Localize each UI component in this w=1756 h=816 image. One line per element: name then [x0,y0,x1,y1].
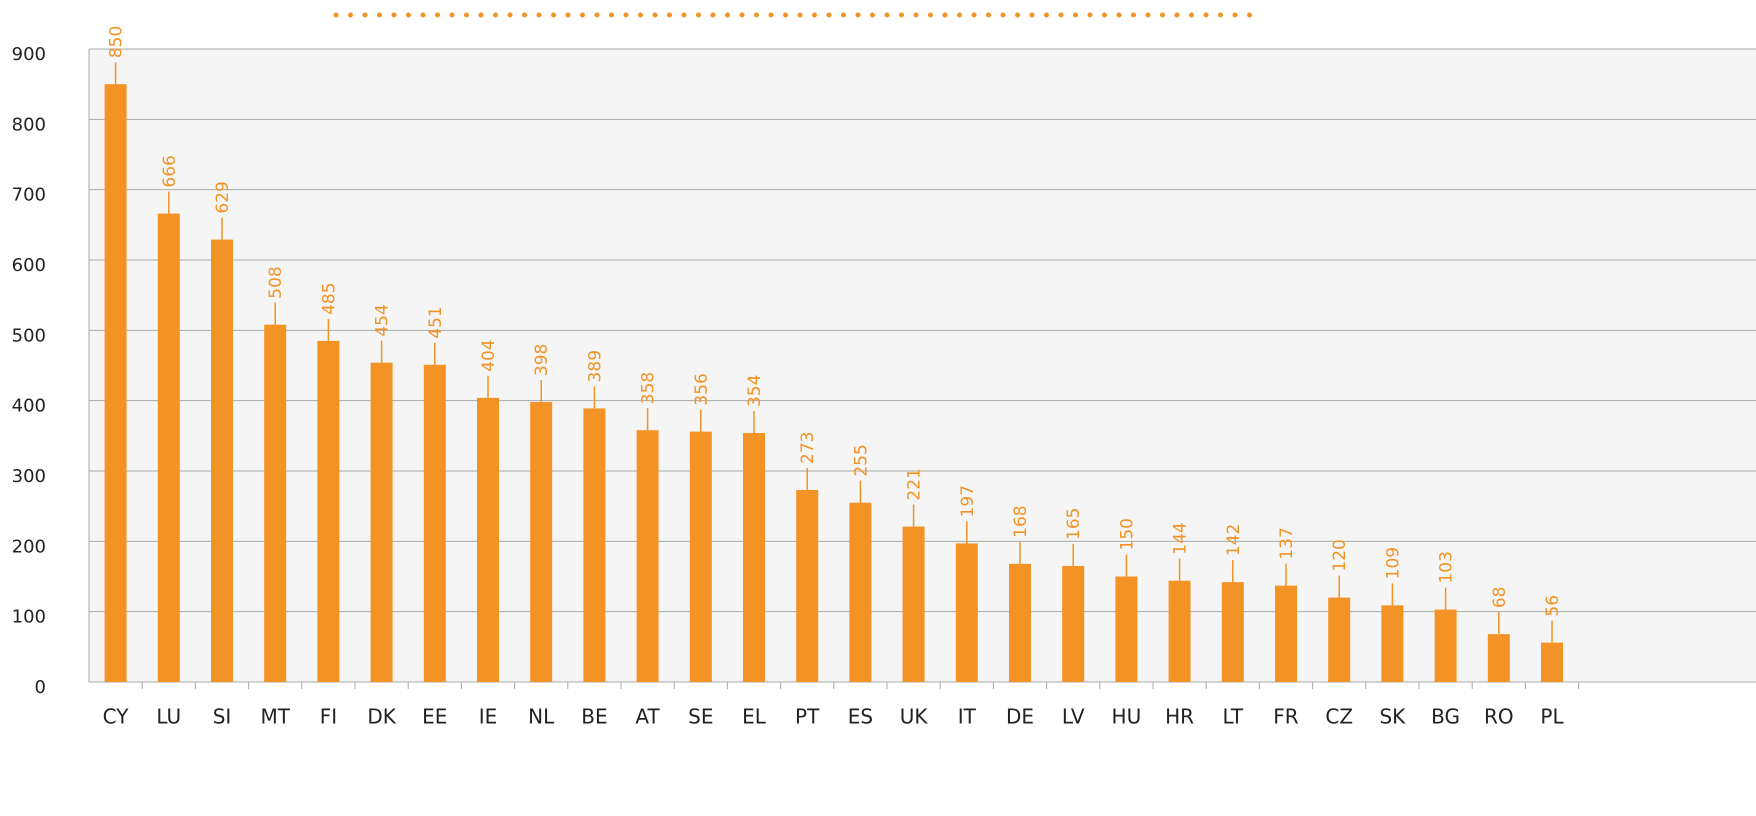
value-label: 221 [905,468,925,500]
bar [530,402,553,682]
value-label: 356 [692,373,712,405]
x-tick-label: LT [1222,705,1243,729]
x-tick-label: SE [688,705,713,729]
value-label: 850 [107,26,127,58]
value-label: 358 [639,372,659,404]
x-tick-label: NL [528,705,555,729]
x-tick-label: SI [213,705,232,729]
bar [1328,597,1351,682]
x-tick-label: PL [1540,705,1564,729]
bar [1221,582,1244,682]
value-label: 120 [1330,539,1350,571]
bar [211,239,233,682]
bar [317,340,340,682]
value-label: 629 [213,181,233,213]
x-tick-label: SK [1379,705,1406,729]
bar [423,364,446,682]
x-tick-label: ES [848,705,873,729]
x-tick-label: LV [1062,705,1085,729]
x-tick-label: FI [320,705,337,729]
bar [743,433,765,682]
value-label: 137 [1277,527,1297,559]
bar [849,502,872,682]
y-tick-label: 800 [12,114,46,135]
y-tick-label: 700 [12,185,46,206]
bar [955,543,978,682]
bar [264,324,287,682]
bar [157,213,180,682]
value-label: 666 [160,155,180,187]
x-tick-label: IE [479,705,498,729]
value-label: 56 [1543,595,1563,617]
value-label: 68 [1490,587,1510,609]
bar [902,526,925,682]
bar [689,431,712,682]
value-label: 103 [1437,551,1457,583]
value-label: 451 [426,306,446,338]
y-tick-label: 500 [12,325,46,346]
y-tick-label: 900 [12,44,46,65]
x-tick-label: DK [367,705,396,729]
value-label: 454 [373,304,393,336]
value-label: 354 [745,375,765,407]
y-tick-label: 200 [12,536,46,557]
value-label: 485 [319,282,339,314]
x-tick-label: MT [260,705,290,729]
value-label: 144 [1171,522,1191,554]
x-tick-label: HR [1165,705,1194,729]
bar [370,362,393,682]
x-tick-label: CZ [1325,705,1353,729]
x-tick-label: EL [742,705,767,729]
bar [583,408,606,682]
y-tick-label: 300 [12,466,46,487]
bar [1275,585,1297,682]
x-tick-label: PT [795,705,820,729]
value-label: 109 [1383,547,1403,579]
bar [796,489,819,682]
bar [1115,576,1138,682]
value-label: 389 [585,350,605,382]
value-label: 508 [266,266,286,298]
y-tick-label: 100 [12,607,46,628]
bar [1062,565,1085,682]
bar [104,84,127,682]
x-tick-label: RO [1484,705,1514,729]
value-label: 197 [958,485,978,517]
bar [1487,634,1510,682]
bar [1381,605,1404,682]
bar [1168,580,1191,682]
value-label: 150 [1117,518,1137,550]
value-label: 168 [1011,505,1031,537]
bar [1009,563,1031,682]
y-tick-label: 400 [12,396,46,417]
bar [636,430,659,682]
x-tick-label: BE [581,705,607,729]
x-tick-label: UK [900,705,929,729]
x-tick-label: HU [1112,705,1142,729]
value-label: 398 [532,344,552,376]
value-label: 255 [851,444,871,476]
y-tick-label: 0 [35,677,46,698]
value-label: 273 [798,432,818,464]
x-tick-label: LU [156,705,181,729]
value-label: 142 [1224,524,1244,556]
x-tick-label: BG [1431,705,1460,729]
x-tick-label: IT [958,705,977,729]
bar [1541,642,1563,682]
value-label: 165 [1064,507,1084,539]
x-tick-label: FR [1273,705,1299,729]
x-tick-label: DE [1006,705,1034,729]
bar [477,397,499,682]
value-label: 404 [479,339,499,371]
x-tick-label: EE [422,705,447,729]
x-tick-label: AT [635,705,660,729]
bar [1434,609,1457,682]
x-tick-label: CY [103,705,130,729]
y-tick-label: 600 [12,255,46,276]
